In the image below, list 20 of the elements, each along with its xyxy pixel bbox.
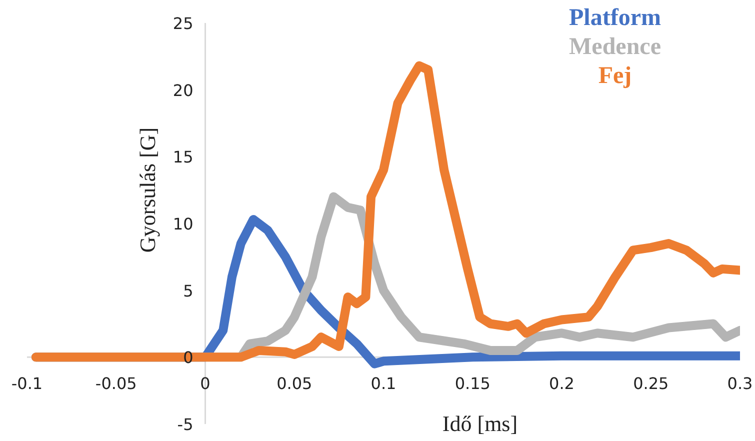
text: Platform: [569, 4, 661, 33]
y-tick-label: -5: [177, 415, 194, 434]
x-tick-label: -0.05: [95, 374, 137, 394]
x-tick-label: 0: [200, 374, 210, 394]
y-axis-title: Gyorsulás [G]: [135, 127, 161, 253]
y-tick-label: 20: [172, 80, 194, 100]
x-tick-label: 0.3: [727, 374, 753, 394]
x-tick-label: -0.1: [11, 374, 43, 394]
x-axis-title: Idő [ms]: [442, 411, 518, 437]
y-tick-label: 25: [172, 14, 194, 33]
x-tick-label: 0.2: [549, 374, 574, 394]
x-tick-label: 0.05: [276, 374, 312, 394]
text: Fej: [598, 62, 632, 91]
y-tick-label: 15: [172, 148, 194, 167]
x-tick-label: 0.15: [454, 374, 490, 394]
x-tick-label: 0.25: [633, 374, 669, 394]
x-tick-label: 0.1: [370, 374, 396, 394]
y-tick-label: 5: [183, 281, 194, 300]
text: Medence: [569, 33, 661, 62]
y-tick-label: 10: [172, 214, 194, 234]
